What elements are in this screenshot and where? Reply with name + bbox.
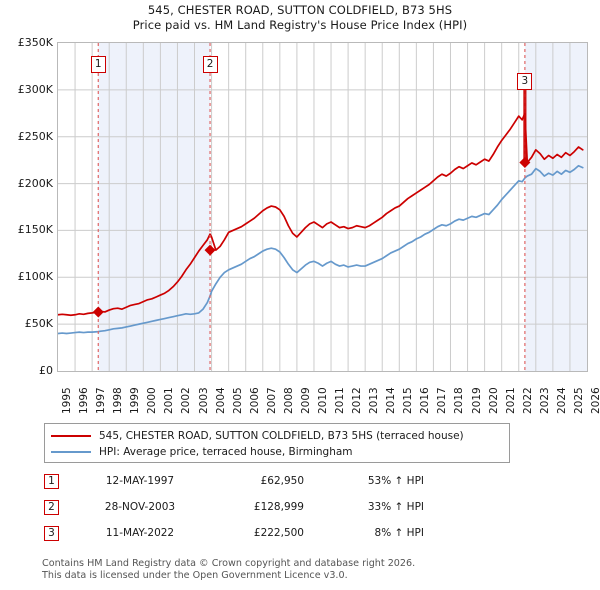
- x-axis-tick: 2023: [538, 387, 551, 414]
- x-axis-tick: 1999: [129, 387, 142, 414]
- x-axis-tick: 2004: [214, 387, 227, 414]
- transaction-index-badge-3: 3: [44, 526, 59, 541]
- x-axis-tick: 2025: [572, 387, 585, 414]
- y-axis-tick: £100K: [17, 270, 53, 284]
- legend-label-property: 545, CHESTER ROAD, SUTTON COLDFIELD, B73…: [99, 430, 464, 442]
- page-title: 545, CHESTER ROAD, SUTTON COLDFIELD, B73…: [0, 3, 600, 33]
- x-axis-tick: 2012: [351, 387, 364, 414]
- x-axis-tick: 2006: [248, 387, 261, 414]
- x-axis-tick: 2015: [402, 387, 415, 414]
- x-axis-tick: 2002: [180, 387, 193, 414]
- title-line-1: 545, CHESTER ROAD, SUTTON COLDFIELD, B73…: [147, 3, 453, 17]
- x-axis-tick: 2017: [436, 387, 449, 414]
- transactions-table: 1 12-MAY-1997 £62,950 53% ↑ HPI 2 28-NOV…: [44, 472, 484, 550]
- x-axis-tick: 2016: [419, 387, 432, 414]
- x-axis-tick: 2014: [385, 387, 398, 414]
- x-axis-tick: 2024: [555, 387, 568, 414]
- transaction-index-badge-1: 1: [44, 474, 59, 489]
- x-axis-tick: 2011: [334, 387, 347, 414]
- footer-line-1: Contains HM Land Registry data © Crown c…: [42, 558, 416, 569]
- chart-marker-label-1: 1: [90, 55, 106, 73]
- x-axis-tick: 2020: [487, 387, 500, 414]
- y-axis-labels: £0 £50K £100K £150K £200K £250K £300K £350K: [0, 37, 57, 376]
- x-axis-tick: 2026: [590, 387, 600, 414]
- chart-marker-label-2: 2: [202, 55, 218, 73]
- table-row: 1 12-MAY-1997 £62,950 53% ↑ HPI: [44, 472, 484, 498]
- x-axis-tick: 2009: [299, 387, 312, 414]
- x-axis-labels: 1995 1996 1997 1998 1999 2000 2001 2002 2003 2004…: [0, 374, 600, 416]
- x-axis-tick: 1996: [78, 387, 91, 414]
- x-axis-tick: 2018: [453, 387, 466, 414]
- x-axis-tick: 2003: [197, 387, 210, 414]
- transaction-date-1: 12-MAY-1997: [105, 475, 175, 487]
- x-axis-tick: 2005: [231, 387, 244, 414]
- y-axis-tick: £150K: [17, 223, 53, 237]
- plot-canvas: 1 2 3: [57, 42, 588, 372]
- x-axis-tick: 2013: [368, 387, 381, 414]
- y-axis-tick: £0: [39, 364, 53, 377]
- chart-legend: 545, CHESTER ROAD, SUTTON COLDFIELD, B73…: [44, 423, 510, 463]
- x-axis-tick: 2019: [470, 387, 483, 414]
- x-axis-tick: 2021: [504, 387, 517, 414]
- legend-label-hpi: HPI: Average price, terraced house, Birm…: [99, 446, 353, 458]
- transaction-index-badge-2: 2: [44, 500, 59, 515]
- price-history-line-chart: [58, 43, 587, 371]
- y-axis-tick: £250K: [17, 129, 53, 143]
- transaction-hpi-delta-3: 8% ↑ HPI: [374, 527, 424, 539]
- attribution-footer: Contains HM Land Registry data © Crown c…: [42, 558, 582, 581]
- legend-color-swatch-hpi: [51, 451, 91, 453]
- title-line-2: Price paid vs. HM Land Registry's House …: [132, 18, 468, 32]
- transaction-hpi-delta-2: 33% ↑ HPI: [367, 501, 424, 513]
- x-axis-tick: 1995: [61, 387, 73, 414]
- legend-item-property: 545, CHESTER ROAD, SUTTON COLDFIELD, B73…: [51, 428, 503, 444]
- x-axis-tick: 2022: [521, 387, 534, 414]
- chart-area: 1 2 3: [0, 42, 600, 372]
- chart-marker-label-3: 3: [517, 72, 533, 90]
- x-axis-tick: 2007: [265, 387, 278, 414]
- legend-item-hpi: HPI: Average price, terraced house, Birm…: [51, 444, 503, 460]
- y-axis-tick: £300K: [17, 82, 53, 96]
- table-row: 2 28-NOV-2003 £128,999 33% ↑ HPI: [44, 498, 484, 524]
- transaction-price-1: £62,950: [260, 475, 304, 487]
- y-axis-tick: £200K: [17, 176, 53, 190]
- x-axis-tick: 2001: [163, 387, 176, 414]
- y-axis-tick: £350K: [17, 36, 53, 49]
- y-axis-tick: £50K: [24, 317, 53, 331]
- x-axis-tick: 1997: [95, 387, 108, 414]
- transaction-date-2: 28-NOV-2003: [104, 501, 176, 513]
- legend-color-swatch-property: [51, 435, 91, 437]
- x-axis-tick: 2010: [316, 387, 329, 414]
- x-axis-tick: 2008: [282, 387, 295, 414]
- transaction-hpi-delta-1: 53% ↑ HPI: [367, 475, 424, 487]
- transaction-price-3: £222,500: [253, 527, 304, 539]
- footer-line-2: This data is licensed under the Open Gov…: [42, 569, 348, 581]
- transaction-price-2: £128,999: [253, 501, 304, 513]
- x-axis-tick: 1998: [112, 387, 125, 414]
- table-row: 3 11-MAY-2022 £222,500 8% ↑ HPI: [44, 524, 484, 550]
- transaction-date-3: 11-MAY-2022: [105, 527, 175, 539]
- x-axis-tick: 2000: [146, 387, 159, 414]
